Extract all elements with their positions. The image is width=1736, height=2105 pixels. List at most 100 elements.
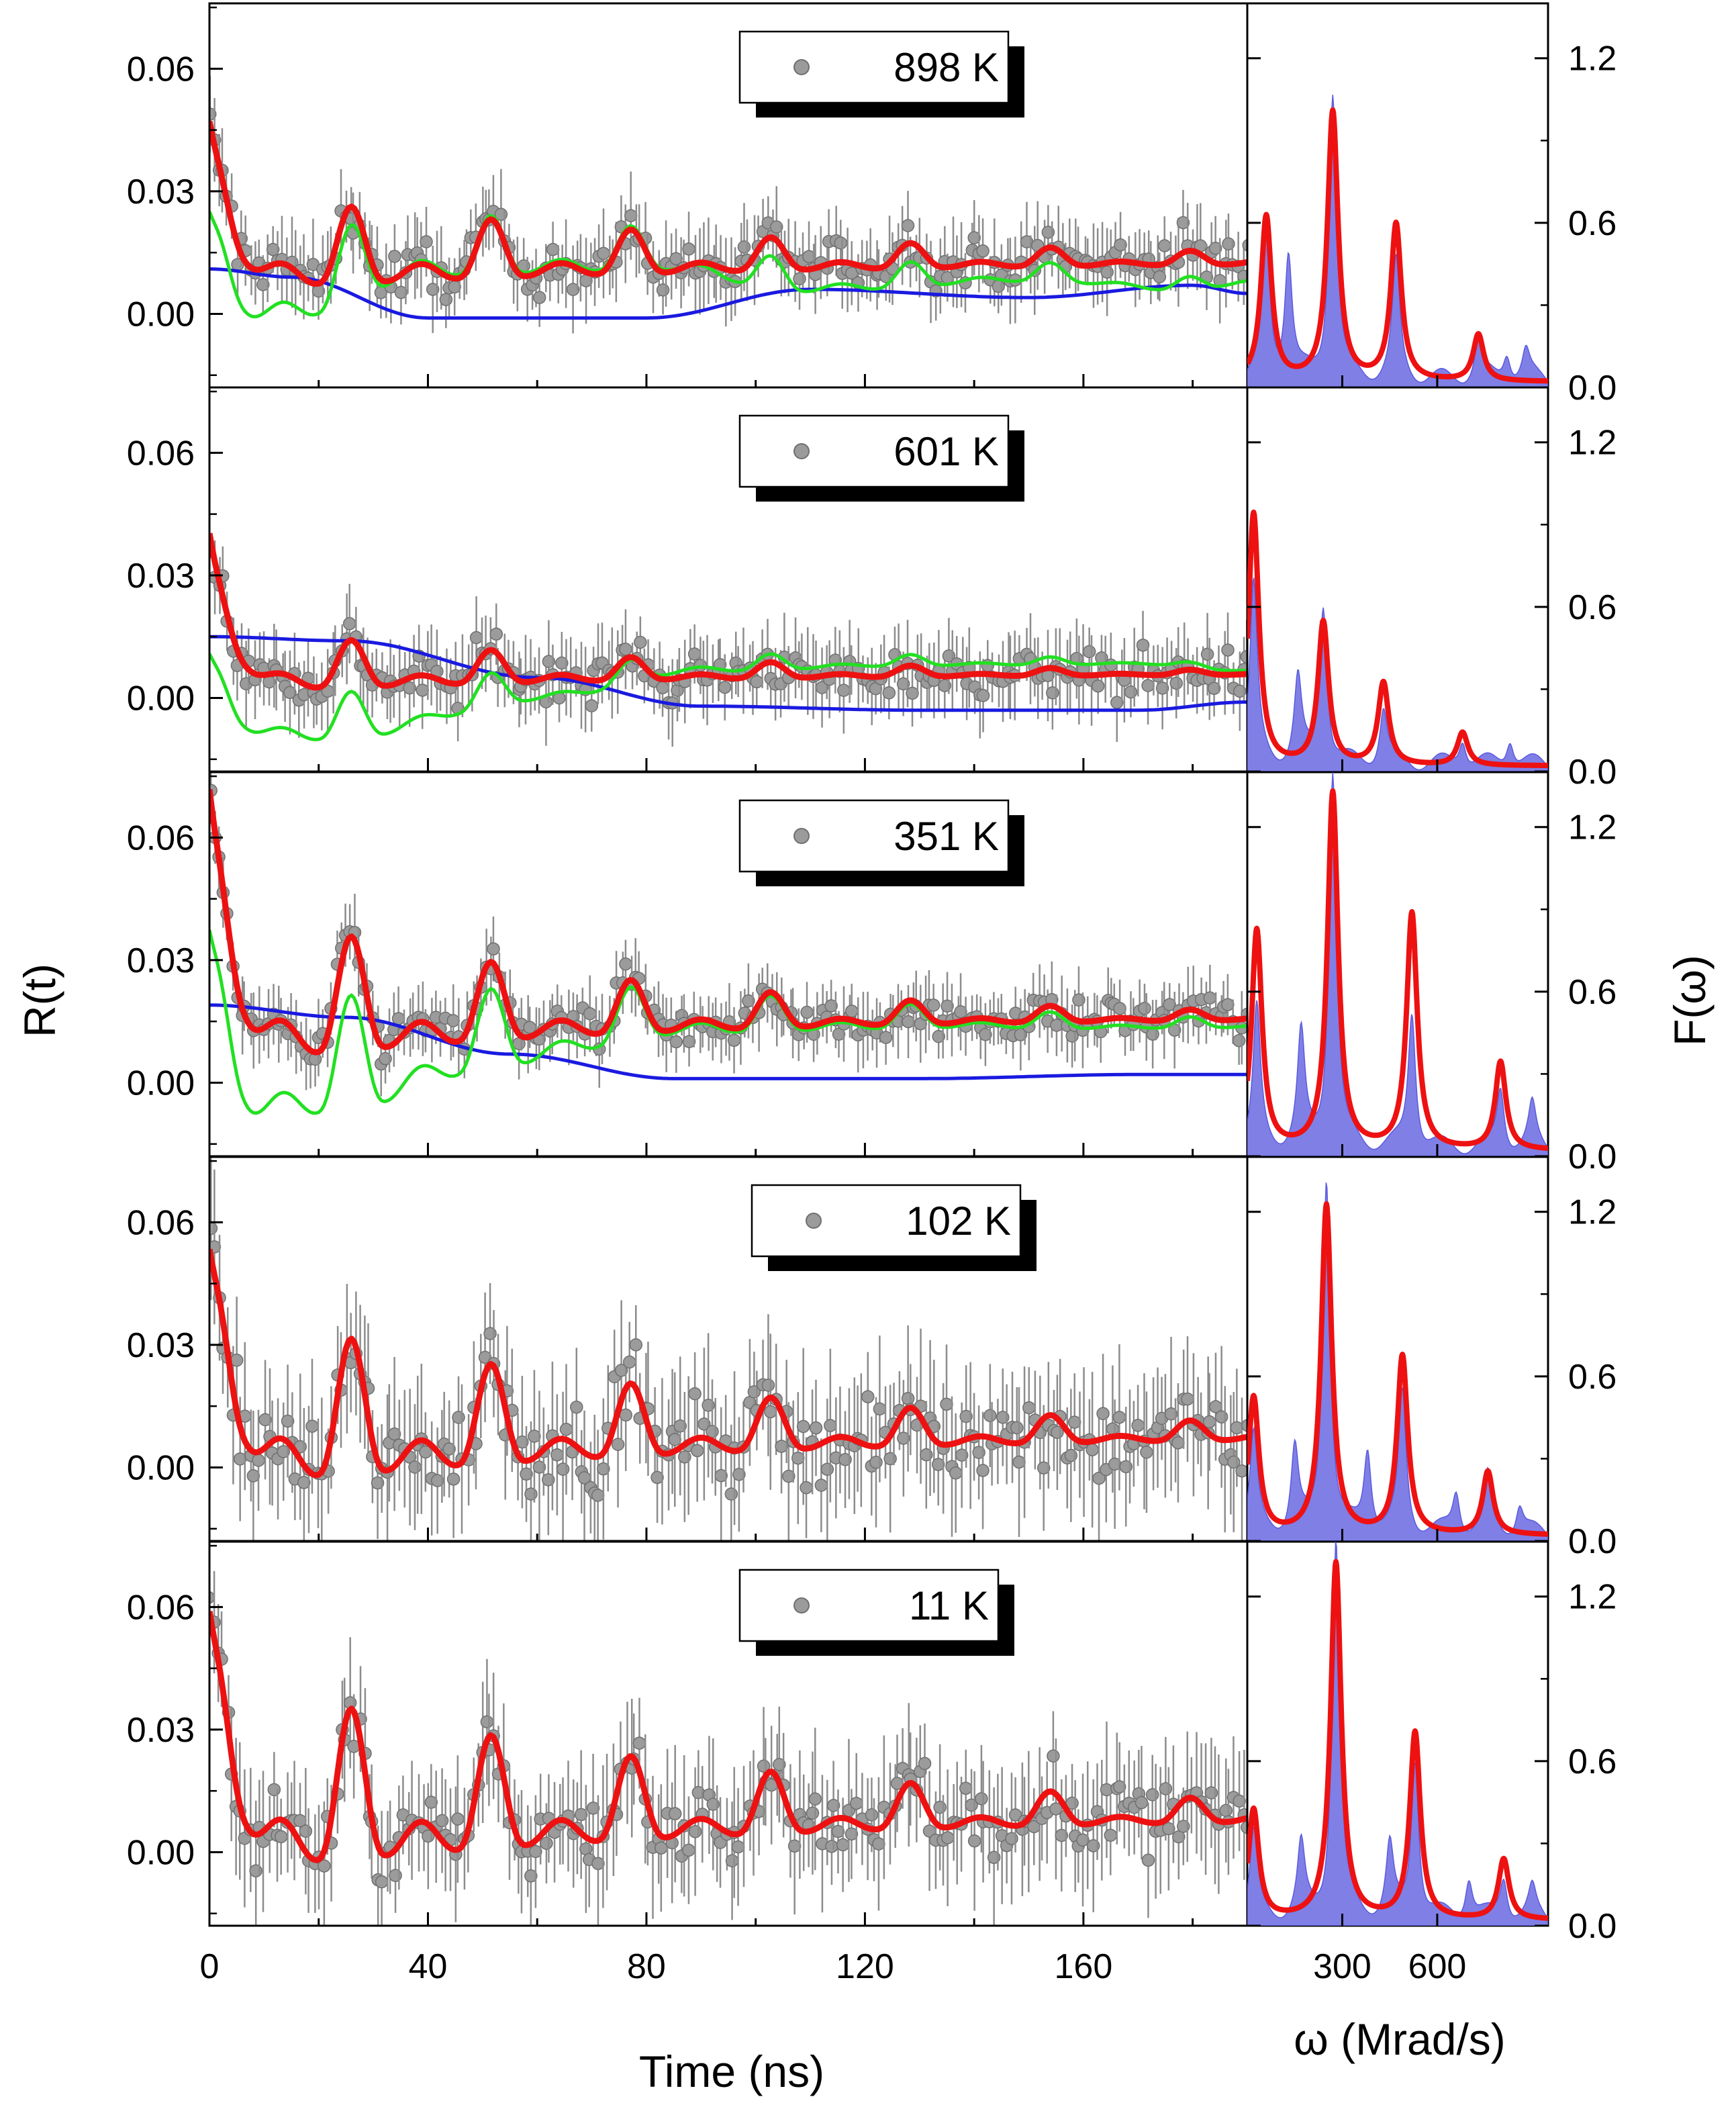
data-point [967,231,981,244]
data-point [1110,696,1124,709]
data-point [1141,679,1155,692]
data-point [542,655,556,668]
y-tick-label: 0.06 [127,434,195,473]
panel-1: 0.00 0.03 0.06 898 K 0.0 0.6 1.2 [127,2,1617,408]
data-point [619,957,632,971]
data-point [976,1464,990,1477]
data-point [879,1031,893,1044]
data-point [1096,1407,1110,1421]
data-point [520,1467,533,1481]
legend-box [738,414,1010,488]
data-point [469,630,483,645]
legend-box [738,799,1010,873]
data-point [619,643,632,656]
y-tick-label: 0.06 [127,1203,195,1242]
legend-box [738,30,1010,104]
legend-label: 102 K [906,1199,1011,1244]
data-point [1177,1820,1190,1833]
data-point [845,1827,859,1841]
data-point [1233,1794,1246,1808]
data-point [1131,1419,1145,1432]
data-point [391,1012,405,1025]
data-point [550,1448,564,1462]
data-point [446,1472,461,1486]
data-point [1138,1002,1151,1015]
data-point [281,1414,295,1428]
data-point [901,219,915,232]
data-point [949,1466,963,1480]
data-point [1012,1455,1026,1469]
data-point [979,1028,992,1041]
data-point [742,994,755,1008]
data-point [528,1430,541,1443]
data-point [597,1462,610,1476]
data-point [697,1417,711,1431]
y-tick-label: 0.06 [127,50,195,89]
data-point [424,1795,438,1809]
data-point [933,1800,947,1814]
data-point [769,220,783,234]
data-point [619,1408,632,1422]
data-point [820,1462,834,1476]
data-point [836,1838,850,1852]
data-point [761,1378,775,1392]
data-point [757,1759,771,1773]
data-point [632,1736,646,1750]
data-point [773,1758,786,1771]
right-y-tick-label: 0.6 [1568,1742,1617,1781]
data-point [775,1440,788,1453]
spectrum-plot-3 [1247,772,1548,1156]
data-point [959,1409,973,1423]
right-y-tick-label: 0.6 [1568,204,1617,243]
data-point [274,1830,288,1844]
data-point [371,1476,385,1490]
data-point [690,1444,704,1458]
data-point [611,1438,625,1451]
y-tick-label: 0.03 [127,1711,195,1750]
legend-box [738,1569,1000,1642]
data-point [882,686,896,700]
data-point [1140,1446,1153,1459]
data-point [824,1419,837,1432]
data-point [1136,639,1150,652]
data-point [283,686,297,700]
data-point [976,244,990,258]
spectrum-fit-curve [1247,788,1548,1152]
red-fit-curve [209,120,1247,287]
green-component-curve [209,211,1247,319]
data-point [1112,1780,1126,1793]
data-point [976,689,990,702]
y-tick-label: 0.00 [127,1064,195,1103]
data-point [896,677,910,691]
spectrum-fit-curve [1247,107,1548,384]
time-plot-5 [209,1571,1247,1926]
spectrum-plot-2 [1247,509,1548,771]
data-point [614,1364,628,1377]
data-point [731,1840,745,1854]
data-point [732,1468,746,1481]
data-point [967,1834,981,1848]
data-point [230,1353,244,1367]
data-point [1233,684,1247,698]
x-tick-label: 40 [409,1947,448,1986]
legend-marker [806,1213,822,1229]
legend-label: 11 K [909,1583,989,1628]
data-points [209,1157,1247,1541]
data-point [808,1792,822,1806]
data-point [706,1797,720,1811]
data-point [791,1451,805,1465]
data-point [702,1399,715,1412]
data-point [258,1413,272,1427]
data-point [793,272,806,285]
data-points [209,772,1247,1096]
data-point [559,1423,573,1436]
data-point [1181,1392,1194,1406]
data-point [815,681,829,694]
data-point [983,1409,997,1422]
data-point [1219,1804,1233,1818]
data-point [941,1831,955,1844]
data-point [532,1460,546,1474]
x-tick-label: 120 [836,1947,894,1986]
data-point [920,1448,933,1462]
